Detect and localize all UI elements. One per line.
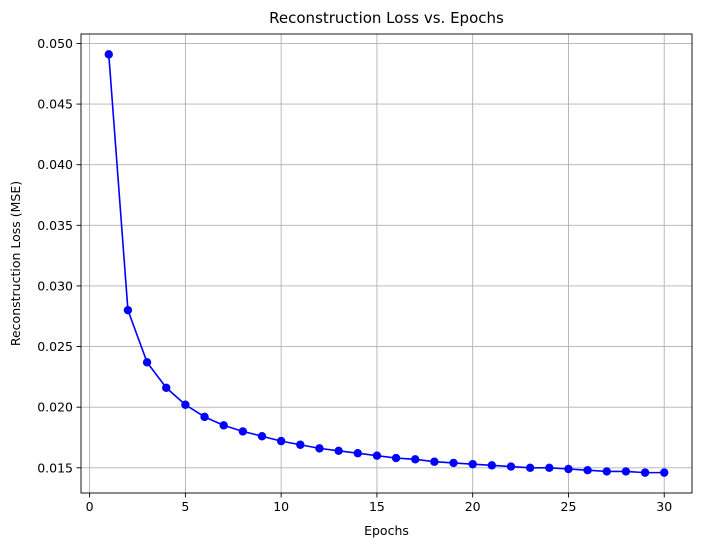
x-axis-label: Epochs — [364, 523, 409, 538]
data-point — [200, 412, 209, 422]
data-point — [506, 462, 516, 471]
data-point — [449, 458, 458, 468]
data-point — [564, 464, 573, 474]
data-point — [219, 421, 228, 430]
data-point — [257, 432, 267, 441]
y-tick-label: 0.035 — [37, 218, 73, 233]
data-point — [391, 453, 401, 463]
y-tick-label: 0.040 — [37, 157, 73, 172]
data-point — [276, 436, 286, 446]
data-point — [104, 50, 113, 59]
data-point — [315, 444, 324, 453]
x-tick-label: 30 — [656, 499, 672, 514]
data-point — [123, 305, 133, 315]
data-point — [296, 440, 305, 449]
y-tick-label: 0.045 — [37, 97, 73, 112]
data-point — [372, 451, 382, 460]
data-point — [238, 427, 248, 436]
y-axis-label: Reconstruction Loss (MSE) — [8, 181, 23, 346]
data-point — [353, 449, 362, 458]
data-point — [640, 468, 650, 477]
data-point — [142, 358, 152, 367]
x-tick-label: 0 — [86, 499, 94, 514]
x-tick-label: 5 — [181, 499, 189, 514]
data-point — [621, 467, 631, 476]
y-tick-label: 0.025 — [37, 339, 73, 354]
y-tick-label: 0.020 — [37, 400, 73, 415]
y-tick-label: 0.030 — [37, 278, 73, 293]
x-tick-label: 15 — [369, 499, 385, 514]
data-point — [430, 457, 439, 466]
x-tick-label: 10 — [273, 499, 289, 514]
axis-ticks: 0 5 10 15 20 25 30 0.015 0.020 0.025 0.030 0.035 0.0… — [37, 36, 672, 514]
data-point — [162, 383, 171, 392]
plot-frame — [80, 33, 693, 494]
data-point — [468, 459, 477, 469]
data-point — [334, 446, 343, 456]
data-point — [181, 400, 190, 409]
chart-title: Reconstruction Loss vs. Epochs — [269, 9, 504, 27]
grid — [81, 34, 692, 493]
data-point — [660, 468, 669, 477]
data-point — [602, 467, 611, 476]
data-points — [104, 50, 669, 477]
x-tick-label: 20 — [465, 499, 481, 514]
data-point — [545, 463, 554, 472]
y-tick-label: 0.050 — [37, 36, 73, 51]
data-point — [583, 466, 592, 475]
series-line — [107, 54, 665, 474]
data-point — [487, 461, 497, 470]
y-tick-label: 0.015 — [37, 460, 73, 475]
x-tick-label: 25 — [561, 499, 577, 514]
data-point — [525, 463, 535, 472]
data-point — [411, 455, 420, 464]
